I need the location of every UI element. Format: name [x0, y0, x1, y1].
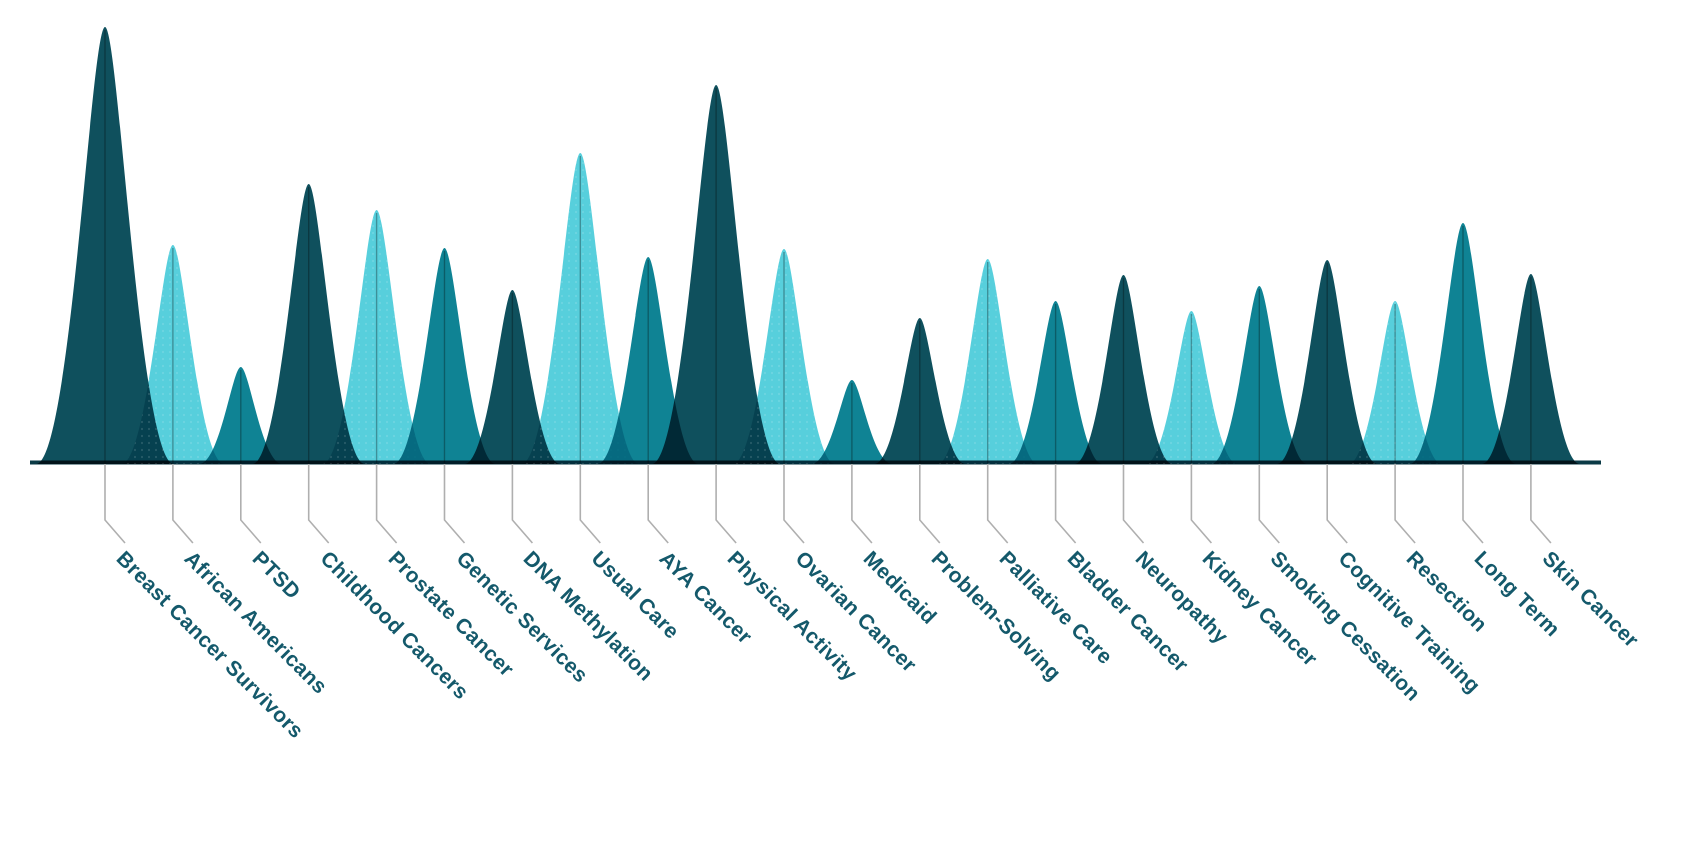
leader-line-bladder-cancer: [1054, 464, 1077, 544]
leader-line-palliative-care: [986, 464, 1009, 544]
leader-line-smoking-cessation: [1258, 464, 1280, 544]
leader-line-prostate-cancer: [375, 464, 398, 544]
leader-line-skin-cancer: [1530, 464, 1552, 544]
leader-line-medicaid: [851, 464, 873, 544]
leader-line-neuropathy: [1122, 464, 1145, 544]
leader-line-usual-care: [579, 464, 601, 544]
leader-line-dna-methylation: [511, 464, 534, 544]
leader-line-long-term: [1462, 464, 1484, 544]
leader-line-childhood-cancers: [307, 464, 330, 544]
leader-line-kidney-cancer: [1190, 464, 1213, 544]
leader-line-aya-cancer: [647, 464, 669, 544]
leader-line-problem-solving: [918, 464, 941, 544]
leader-line-resection: [1394, 464, 1416, 544]
peaks-group: [30, 27, 1601, 465]
leader-line-physical-activity: [715, 464, 737, 544]
leader-line-breast-cancer-survivors: [104, 464, 126, 544]
leader-line-ovarian-cancer: [783, 464, 805, 544]
leader-line-genetic-services: [443, 464, 466, 544]
leader-line-ptsd: [240, 464, 262, 544]
leader-line-african-americans: [172, 464, 194, 544]
leader-line-cognitive-training: [1326, 464, 1348, 544]
leader-lines-group: [104, 464, 1552, 544]
